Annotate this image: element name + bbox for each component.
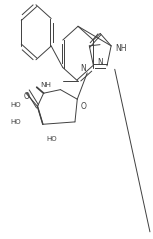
Text: O: O — [80, 102, 86, 111]
Text: HO: HO — [10, 102, 21, 108]
Text: N: N — [80, 64, 86, 73]
Text: O: O — [24, 92, 30, 101]
Text: NH: NH — [40, 82, 51, 88]
Text: N: N — [97, 58, 103, 67]
Text: NH: NH — [116, 44, 127, 54]
Text: HO: HO — [46, 136, 57, 142]
Text: HO: HO — [10, 119, 21, 125]
